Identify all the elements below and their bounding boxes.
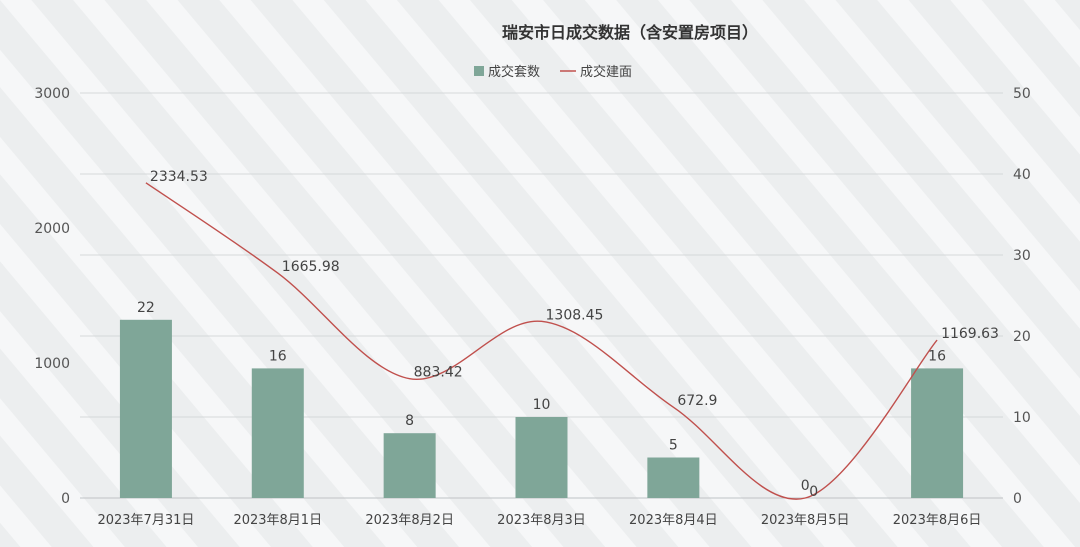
- y-left-tick-label: 0: [61, 491, 70, 507]
- legend-label-line: 成交建面: [580, 64, 632, 80]
- y-left-tick-label: 3000: [34, 86, 70, 102]
- y-right-tick-label: 50: [1013, 86, 1031, 102]
- bar-value-label: 22: [137, 300, 155, 316]
- y-right-tick-label: 40: [1013, 167, 1031, 183]
- legend: 成交套数 成交建面: [474, 64, 632, 80]
- bars: [119, 319, 964, 498]
- line-value-label: 1169.63: [941, 326, 999, 342]
- bar-value-label: 16: [928, 348, 946, 364]
- y-left-tick-label: 1000: [34, 356, 70, 372]
- y-right-tick-label: 0: [1013, 491, 1022, 507]
- bar-value-label: 5: [669, 438, 678, 454]
- line-value-label: 1308.45: [546, 307, 604, 323]
- bar: [383, 433, 436, 498]
- y-right-tick-label: 20: [1013, 329, 1031, 345]
- bar: [647, 457, 700, 498]
- bar: [515, 417, 568, 498]
- x-tick-label: 2023年8月5日: [761, 513, 850, 528]
- bar-value-label: 8: [405, 413, 414, 429]
- bar-value-label: 0: [801, 478, 810, 494]
- bar: [911, 368, 964, 498]
- x-tick-label: 2023年7月31日: [97, 513, 194, 528]
- line-value-label: 883.42: [414, 365, 463, 381]
- bar: [119, 319, 172, 498]
- x-tick-label: 2023年8月3日: [497, 513, 586, 528]
- x-tick-label: 2023年8月4日: [629, 513, 718, 528]
- line-path: [145, 182, 938, 500]
- y-left-tick-label: 2000: [34, 221, 70, 237]
- x-tick-label: 2023年8月2日: [365, 513, 454, 528]
- bar-value-label: 16: [269, 348, 287, 364]
- line-value-label: 0: [809, 484, 818, 500]
- y-right-tick-label: 30: [1013, 248, 1031, 264]
- chart-title: 瑞安市日成交数据（含安置房项目）: [502, 23, 758, 42]
- line-value-label: 1665.98: [282, 259, 340, 275]
- x-tick-label: 2023年8月1日: [233, 513, 322, 528]
- line-series: [145, 182, 938, 500]
- line-value-label: 2334.53: [150, 169, 208, 185]
- line-value-label: 672.9: [677, 393, 717, 409]
- data-labels: 22 16 8 10 5 0 16 2334.53 1665.98 883.42 1308.45 67…: [137, 169, 999, 500]
- legend-label-bar: 成交套数: [488, 64, 540, 80]
- legend-swatch-bar: [474, 66, 484, 76]
- bar-value-label: 10: [533, 397, 551, 413]
- x-tick-label: 2023年8月6日: [893, 513, 982, 528]
- y-right-tick-label: 10: [1013, 410, 1031, 426]
- bar: [251, 368, 304, 498]
